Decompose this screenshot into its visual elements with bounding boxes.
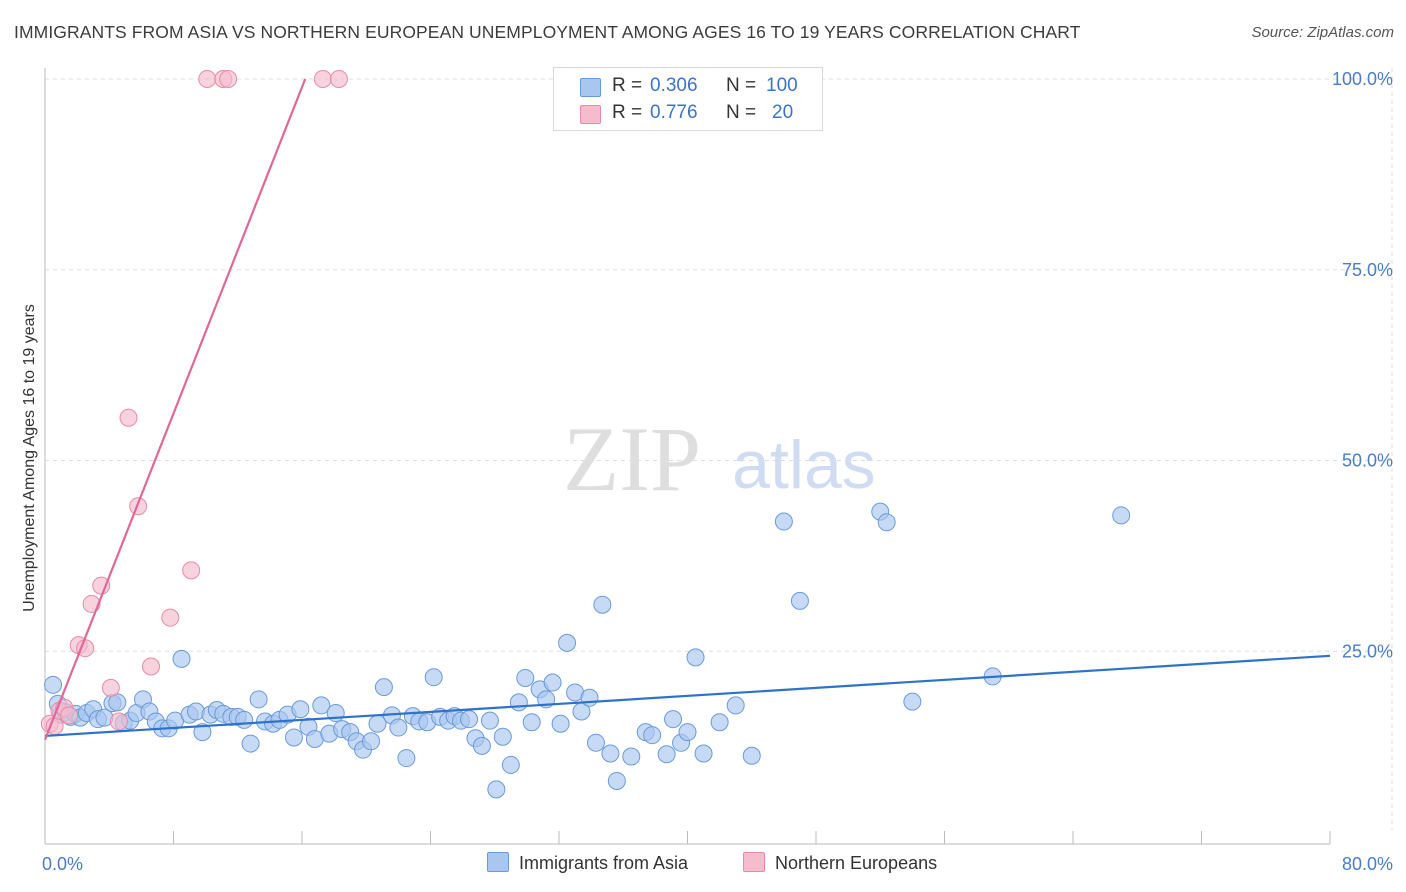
y-tick-label: 100.0% bbox=[1332, 69, 1393, 89]
asia-point bbox=[509, 693, 528, 712]
asia-point bbox=[193, 723, 212, 742]
grid-lines bbox=[45, 68, 1393, 830]
asia-point bbox=[774, 512, 793, 531]
northern-point bbox=[142, 657, 161, 676]
asia-point bbox=[241, 734, 260, 753]
legend-r-value: 0.306 bbox=[650, 75, 698, 96]
asia-point bbox=[172, 649, 191, 668]
northern-point bbox=[313, 70, 332, 88]
asia-point bbox=[389, 718, 408, 737]
asia-point bbox=[312, 696, 331, 715]
asia-point bbox=[558, 633, 577, 652]
axes bbox=[44, 68, 1331, 845]
asia-point bbox=[694, 744, 713, 763]
northern-point bbox=[60, 706, 79, 725]
asia-point bbox=[44, 675, 63, 694]
legend-swatch-blue bbox=[487, 852, 509, 872]
bottom-legend-label: Immigrants from Asia bbox=[519, 853, 689, 873]
asia-point bbox=[1112, 506, 1131, 525]
northern-point bbox=[219, 70, 238, 88]
legend-r-label: R = bbox=[612, 102, 643, 123]
asia-point bbox=[493, 727, 512, 746]
asia-point bbox=[291, 700, 310, 719]
source-label: Source: ZipAtlas.com bbox=[1251, 24, 1394, 41]
asia-point bbox=[551, 714, 570, 733]
y-tick-label: 75.0% bbox=[1342, 260, 1393, 280]
asia-point bbox=[664, 710, 683, 729]
asia-point bbox=[586, 733, 605, 752]
asia-point bbox=[643, 726, 662, 745]
asia-point bbox=[235, 710, 254, 729]
bottom-legend-label: Northern Europeans bbox=[775, 853, 938, 873]
asia-point bbox=[903, 692, 922, 711]
northern-point bbox=[101, 678, 120, 697]
asia-point bbox=[657, 745, 676, 764]
asia-point bbox=[472, 736, 491, 755]
asia-point bbox=[790, 591, 809, 610]
asia-point bbox=[622, 747, 641, 766]
asia-point bbox=[501, 755, 520, 774]
legend-swatch-pink bbox=[743, 852, 765, 872]
asia-point bbox=[516, 668, 535, 687]
asia-point bbox=[877, 513, 896, 532]
northern-point bbox=[198, 70, 217, 88]
asia-point bbox=[460, 710, 479, 729]
bottom-legend-northern[interactable]: Northern Europeans bbox=[743, 852, 937, 874]
asia-point bbox=[593, 595, 612, 614]
watermark-atlas: atlas bbox=[732, 427, 876, 503]
tick-labels: 25.0% 50.0% 75.0% 100.0% 0.0% 80.0% bbox=[42, 69, 1393, 874]
asia-point bbox=[607, 771, 626, 790]
northern-point bbox=[329, 70, 348, 88]
asia-point bbox=[543, 673, 562, 692]
northern-trend-line bbox=[43, 78, 307, 741]
asia-point bbox=[424, 668, 443, 687]
x-tick-label: 0.0% bbox=[42, 854, 83, 874]
asia-trend-line bbox=[44, 654, 1331, 738]
asia-point bbox=[397, 749, 416, 768]
asia-point bbox=[249, 690, 268, 709]
bottom-legend-asia[interactable]: Immigrants from Asia bbox=[487, 852, 688, 874]
watermark-zip: ZIP bbox=[563, 408, 701, 510]
asia-point bbox=[284, 728, 303, 747]
legend-r-label: R = bbox=[612, 75, 643, 96]
asia-point bbox=[686, 648, 705, 667]
x-tick-label: 80.0% bbox=[1342, 854, 1393, 874]
y-tick-label: 50.0% bbox=[1342, 451, 1393, 471]
legend-swatch-pink bbox=[580, 105, 601, 124]
asia-point bbox=[710, 713, 729, 732]
asia-point bbox=[678, 723, 697, 742]
legend-n-value: 100 bbox=[766, 75, 798, 96]
northern-point bbox=[182, 561, 201, 580]
asia-point bbox=[362, 732, 381, 751]
northern-point bbox=[119, 408, 138, 427]
trend-lines bbox=[43, 78, 1331, 741]
northern-point bbox=[129, 497, 148, 516]
legend-n-value: 20 bbox=[772, 102, 794, 123]
asia-point bbox=[522, 713, 541, 732]
watermark: ZIP atlas bbox=[563, 408, 876, 510]
northern-point bbox=[109, 712, 128, 731]
correlation-legend: R = 0.306 N = 100 R = 0.776 N = 20 bbox=[553, 67, 823, 131]
asia-point bbox=[374, 678, 393, 697]
chart-title: IMMIGRANTS FROM ASIA VS NORTHERN EUROPEA… bbox=[14, 22, 1081, 42]
asia-point bbox=[726, 696, 745, 715]
legend-r-value: 0.776 bbox=[650, 102, 698, 123]
legend-n-label: N = bbox=[726, 75, 757, 96]
legend-swatch-blue bbox=[580, 78, 601, 97]
legend-n-label: N = bbox=[726, 102, 757, 123]
asia-point bbox=[601, 744, 620, 763]
y-tick-label: 25.0% bbox=[1342, 641, 1393, 661]
asia-point bbox=[742, 746, 761, 765]
northern-point bbox=[161, 608, 180, 627]
asia-point bbox=[480, 711, 499, 730]
data-points bbox=[40, 70, 1131, 799]
asia-point bbox=[580, 688, 599, 707]
asia-point bbox=[487, 780, 506, 799]
